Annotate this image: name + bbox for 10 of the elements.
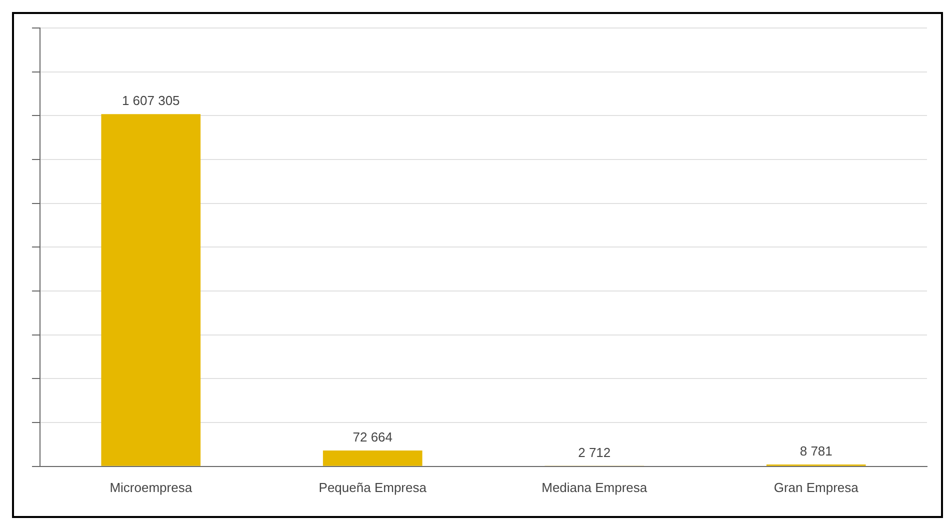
- data-label: 72 664: [352, 430, 393, 445]
- x-tick-label: Pequeña Empresa: [318, 480, 428, 495]
- x-tick-label: Mediana Empresa: [542, 480, 648, 495]
- data-label: 8 781: [800, 444, 832, 459]
- bar: [322, 450, 422, 466]
- x-tick-label: Gran Empresa: [774, 480, 860, 495]
- data-label: 1 607 305: [122, 93, 180, 108]
- data-label: 2 712: [578, 444, 611, 460]
- bar: [101, 114, 201, 466]
- x-tick-label: Microempresa: [110, 480, 193, 495]
